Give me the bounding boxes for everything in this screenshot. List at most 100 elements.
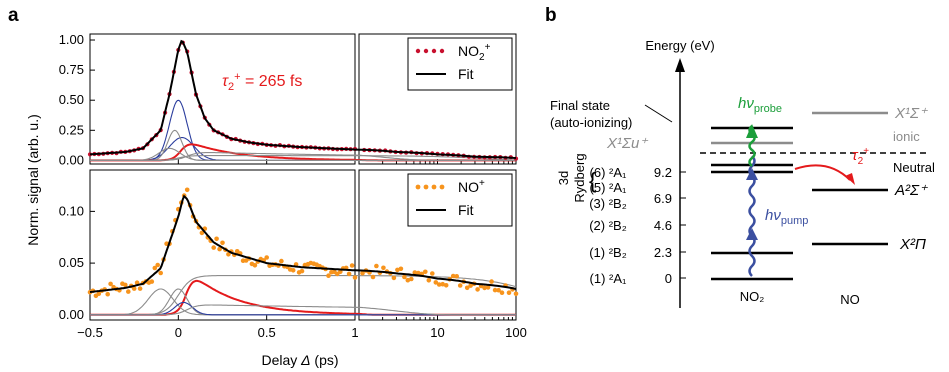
bottom-xtick-label: 100: [505, 325, 527, 340]
no2-label: NO₂: [740, 289, 765, 304]
pump-arrowhead-2: [746, 168, 758, 180]
energy-axis-label: Energy (eV): [645, 38, 714, 53]
bottom-data-point: [475, 287, 480, 292]
bottom-fit-curves: [90, 275, 517, 316]
legend-no2-label: NO2+: [458, 42, 491, 63]
state-1-2b2: (1) ²B₂: [589, 245, 627, 260]
bottom-data-point: [264, 255, 270, 260]
top-fit-curve: [354, 148, 517, 159]
bottom-data-point: [214, 236, 219, 242]
energy-2-3: 2.3: [654, 245, 672, 260]
bottom-data-point: [131, 286, 137, 291]
state-5-2a1: (5) ²A₁: [590, 180, 628, 195]
bottom-data-point: [149, 279, 155, 284]
bottom-data-point: [137, 286, 143, 291]
bottom-xtick-label: 0.5: [258, 325, 276, 340]
top-component-curve: [90, 99, 516, 161]
tau-label: τ2+: [852, 146, 869, 167]
bottom-data-point: [123, 282, 128, 288]
bottom-data-point: [440, 281, 446, 287]
energy-ticks: [680, 171, 686, 279]
bottom-fit-curve: [89, 194, 355, 294]
bottom-data-point: [398, 266, 404, 272]
bottom-data-point: [199, 230, 205, 236]
bottom-data-point: [430, 271, 435, 276]
bottom-data-point: [299, 268, 305, 274]
state-3-2b2: (3) ²B₂: [589, 196, 627, 211]
bottom-data-point: [217, 246, 222, 252]
bottom-data-point: [485, 285, 491, 290]
bottom-data-point: [499, 290, 505, 296]
bottom-data-point: [433, 280, 439, 285]
bottom-xtick-label: 10: [430, 325, 444, 340]
bottom-data-point: [220, 240, 225, 246]
bottom-data-point: [450, 273, 456, 279]
bottom-data-point: [405, 277, 411, 283]
bottom-data-point: [513, 291, 519, 297]
bottom-component-curve: [90, 279, 516, 316]
bottom-data-point: [155, 262, 160, 268]
bottom-data-point: [252, 263, 258, 268]
state-1-2a1: (1) ²A₁: [590, 271, 628, 286]
bottom-data-point: [126, 289, 131, 294]
bottom-data-point: [290, 268, 296, 273]
bottom-data-point: [184, 187, 190, 193]
bottom-data-point: [506, 290, 512, 296]
bottom-plot: 0.00 0.05 0.10 −0.5 0 0.5 1 10 100 NO+ Fit: [59, 169, 527, 340]
top-ytick-label: 0.00: [59, 152, 84, 167]
bottom-data-point: [426, 278, 432, 283]
energy-axis-arrow: [675, 58, 685, 72]
bottom-data-point: [496, 287, 501, 293]
probe-label: hνprobe: [738, 95, 782, 115]
bottom-data-point: [96, 291, 102, 297]
bottom-data-point: [360, 270, 365, 276]
energy-9-2: 9.2: [654, 165, 672, 180]
panel-label-b: b: [545, 5, 557, 26]
top-fit-line: [89, 39, 517, 159]
probe-arrowhead: [746, 124, 758, 138]
bottom-data-point: [482, 285, 487, 291]
bottom-fit-curve: [354, 269, 517, 290]
final-state-pointer: [644, 104, 673, 123]
ionic-label: ionic: [893, 129, 920, 144]
bottom-x-ticks: −0.5 0 0.5 1 10 100: [77, 315, 527, 340]
energy-4-6: 4.6: [654, 218, 672, 233]
bottom-ytick-label: 0.10: [59, 203, 84, 218]
bottom-data-point: [279, 258, 284, 264]
top-ytick-label: 0.75: [59, 62, 84, 77]
dissociation-arrow: [794, 164, 851, 181]
bottom-data-point: [436, 282, 442, 287]
top-legend: NO2+ Fit: [407, 37, 513, 91]
pump-arrowhead-1: [746, 228, 758, 240]
bottom-data-point: [381, 265, 386, 271]
bottom-data-point: [489, 279, 494, 284]
a2sigma-label: A²Σ⁺: [894, 182, 928, 199]
energy-6-9: 6.9: [654, 191, 672, 206]
bottom-data-point: [391, 275, 397, 281]
bottom-xtick-label: 0: [175, 325, 182, 340]
state-2-2b2: (2) ²B₂: [589, 218, 627, 233]
x-axis-label: Delay Δ (ps): [261, 352, 338, 368]
energy-0: 0: [665, 271, 672, 286]
bottom-data-point: [349, 263, 355, 268]
no-label: NO: [840, 292, 860, 307]
bottom-fit-line: [89, 194, 517, 294]
bottom-ytick-label: 0.00: [59, 307, 84, 322]
final-state-label-2: (auto-ionizing): [550, 115, 632, 130]
legend-dots-no: [415, 184, 445, 190]
bottom-data-point: [395, 267, 400, 273]
neutral-label: Neutral: [893, 160, 935, 175]
y-axis-label: Norm. signal (arb. u.): [25, 114, 41, 245]
legend-dots-no2: [415, 48, 445, 54]
dissociation-arrowhead: [845, 173, 855, 185]
bottom-data-point: [374, 263, 379, 269]
bottom-data-point: [402, 274, 407, 280]
x2pi-label: X²Π: [899, 236, 926, 253]
legend-fit-label-top: Fit: [458, 66, 474, 82]
top-ytick-label: 1.00: [59, 32, 84, 47]
bottom-component-curve: [90, 304, 516, 316]
bottom-data-point: [454, 274, 460, 279]
legend-fit-label-bottom: Fit: [458, 202, 474, 218]
bottom-legend: NO+ Fit: [407, 173, 513, 227]
